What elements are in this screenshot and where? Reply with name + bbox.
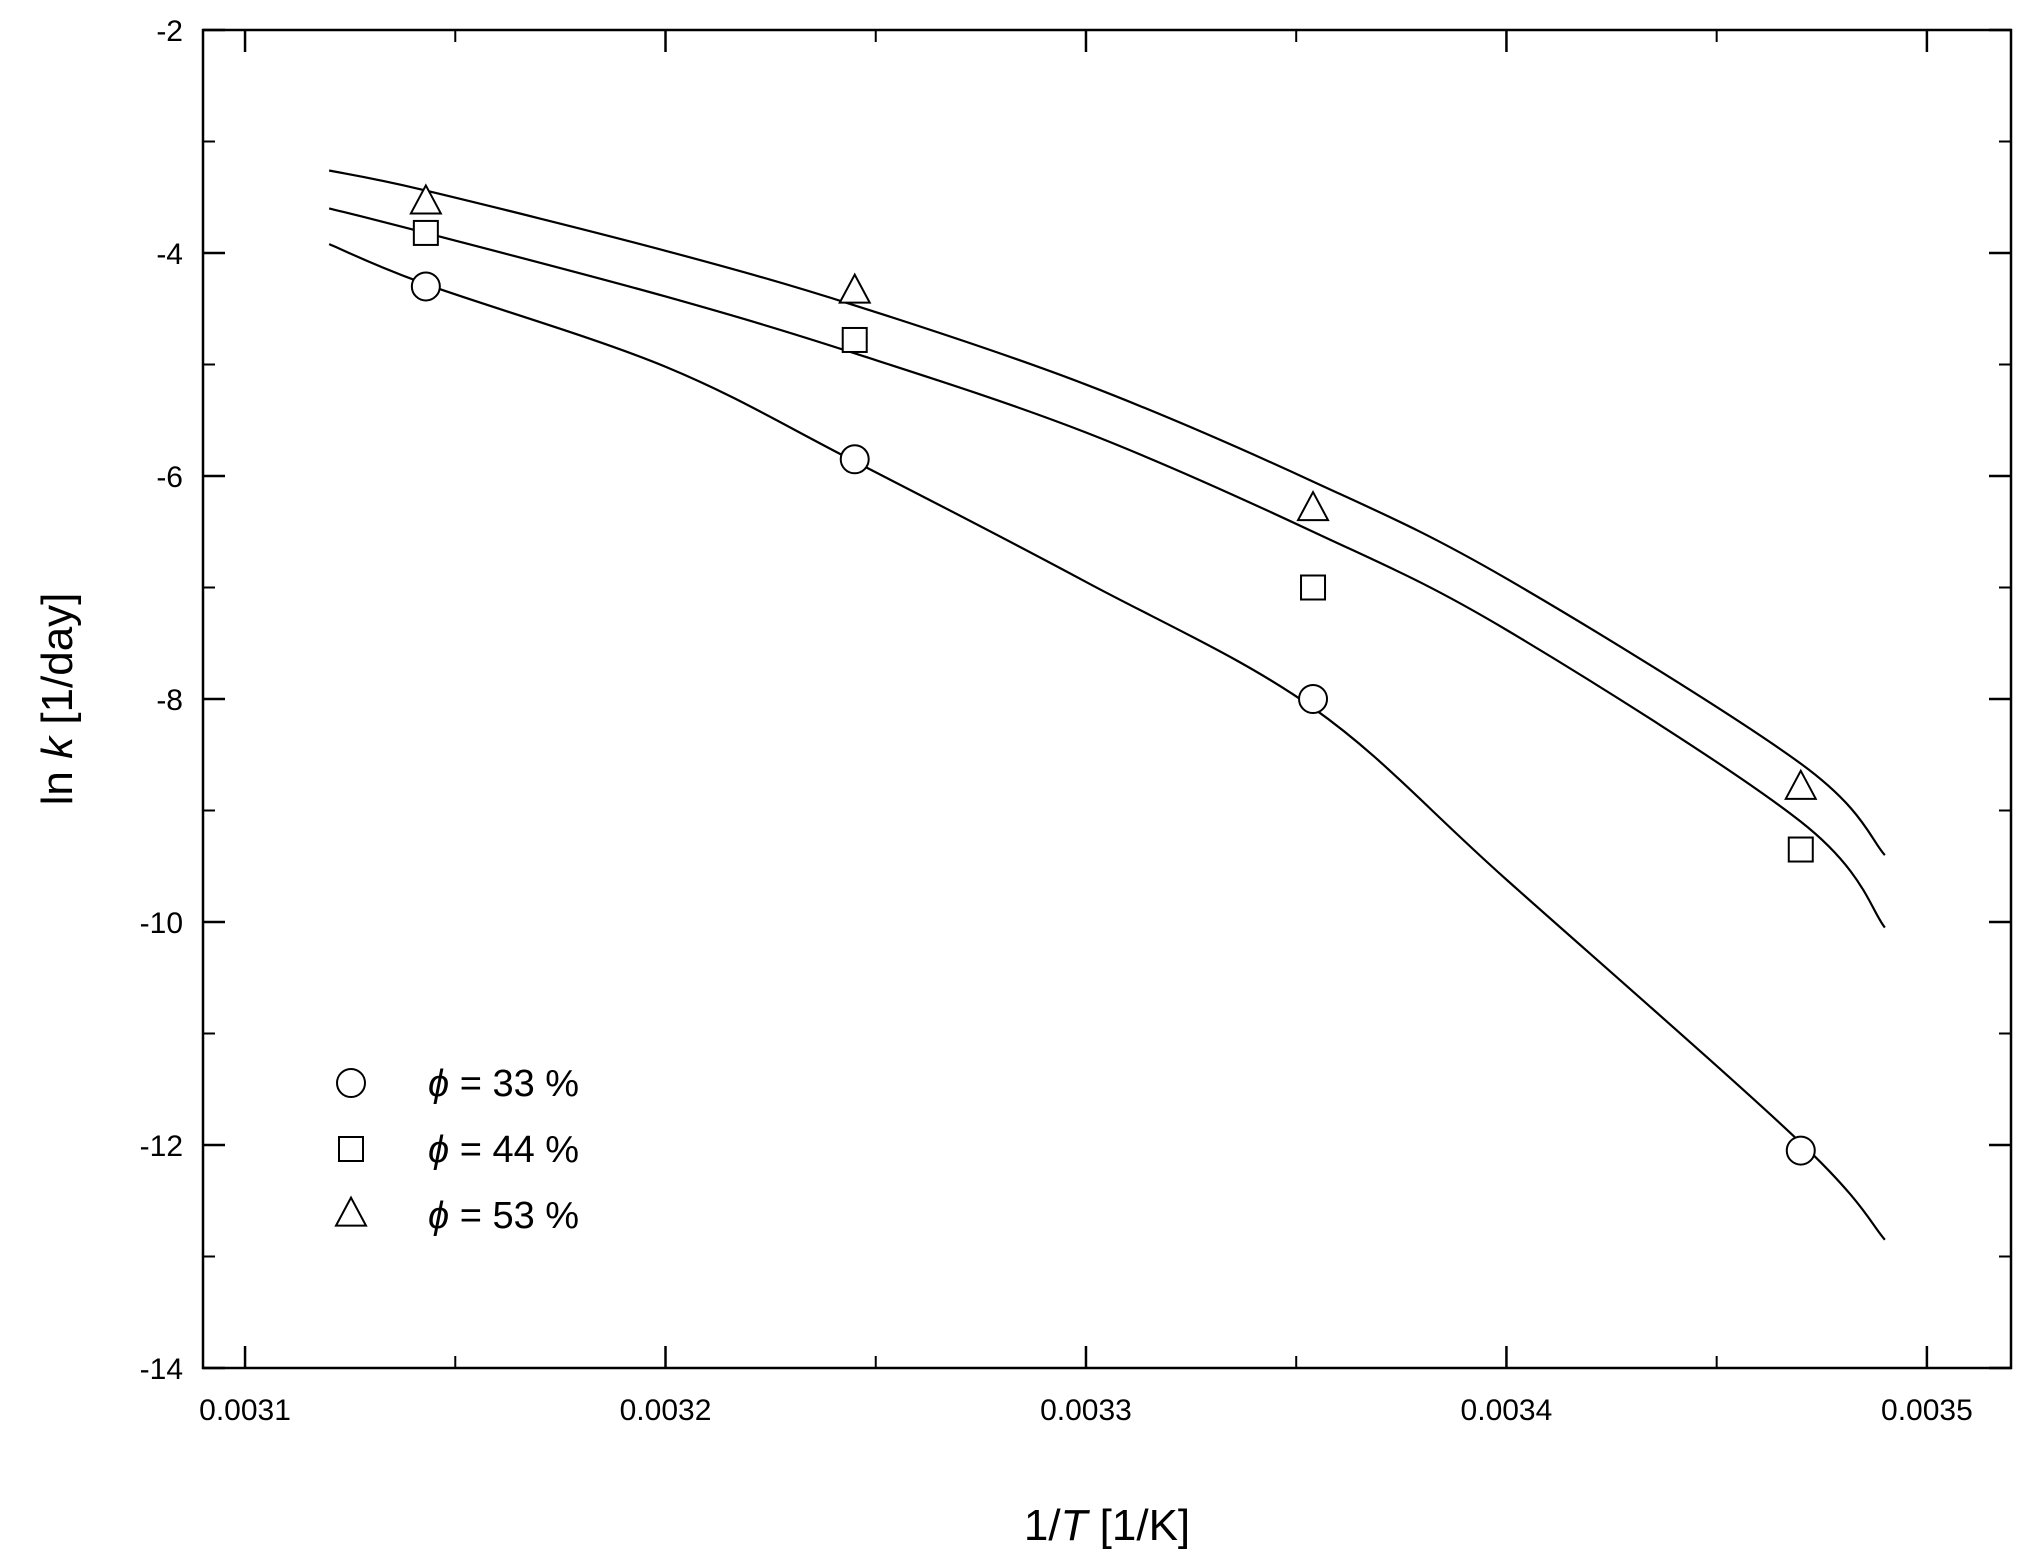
data-point-triangle [1296, 489, 1330, 522]
fit-curve-circle [328, 243, 1886, 1241]
y-tick-label: -2 [156, 15, 183, 48]
legend-entry: ϕ = 33 % [428, 1063, 579, 1105]
fit-curve-triangle [328, 169, 1886, 856]
x-axis-ticks: 0.0031 0.0032 0.0033 0.0034 0.0035 [199, 30, 1973, 1427]
legend-marker-circle [336, 1068, 366, 1098]
data-point-circle [839, 444, 870, 475]
data-point-triangle [1784, 768, 1818, 800]
legend-entry: ϕ = 53 % [428, 1195, 579, 1237]
x-axis-label: 1/T [1/K] [1024, 1501, 1190, 1550]
data-points [409, 183, 1818, 1166]
x-tick-label: 0.0032 [620, 1394, 712, 1427]
y-tick-label: -6 [156, 461, 183, 494]
data-point-circle [1785, 1135, 1816, 1166]
y-tick-label: -10 [140, 907, 183, 940]
data-point-circle [410, 271, 441, 302]
data-point-square [1787, 836, 1814, 863]
legend-entry: ϕ = 44 % [428, 1129, 579, 1171]
x-tick-label: 0.0034 [1461, 1394, 1553, 1427]
legend-marker-triangle [334, 1195, 368, 1227]
data-point-circle [1298, 684, 1329, 714]
data-point-square [412, 219, 439, 246]
x-tick-label: 0.0031 [199, 1394, 291, 1427]
x-tick-label: 0.0033 [1040, 1394, 1132, 1427]
fit-curve-square [328, 207, 1886, 929]
y-axis-ticks: -2 -4 -6 -8 -10 -12 -14 [140, 15, 2011, 1386]
fit-curves [328, 169, 1886, 1241]
data-point-triangle [409, 183, 443, 215]
data-point-square [1300, 574, 1327, 601]
y-tick-label: -14 [140, 1353, 183, 1386]
legend: ϕ = 33 % ϕ = 44 % ϕ = 53 % [334, 1063, 579, 1237]
data-point-square [841, 326, 868, 353]
y-axis-label: ln k [1/day] [33, 593, 82, 806]
y-tick-label: -8 [156, 684, 183, 717]
y-tick-label: -12 [140, 1130, 183, 1163]
x-tick-label: 0.0035 [1881, 1394, 1973, 1427]
legend-marker-square [338, 1136, 364, 1162]
data-point-triangle [838, 272, 872, 304]
y-tick-label: -4 [156, 238, 183, 271]
